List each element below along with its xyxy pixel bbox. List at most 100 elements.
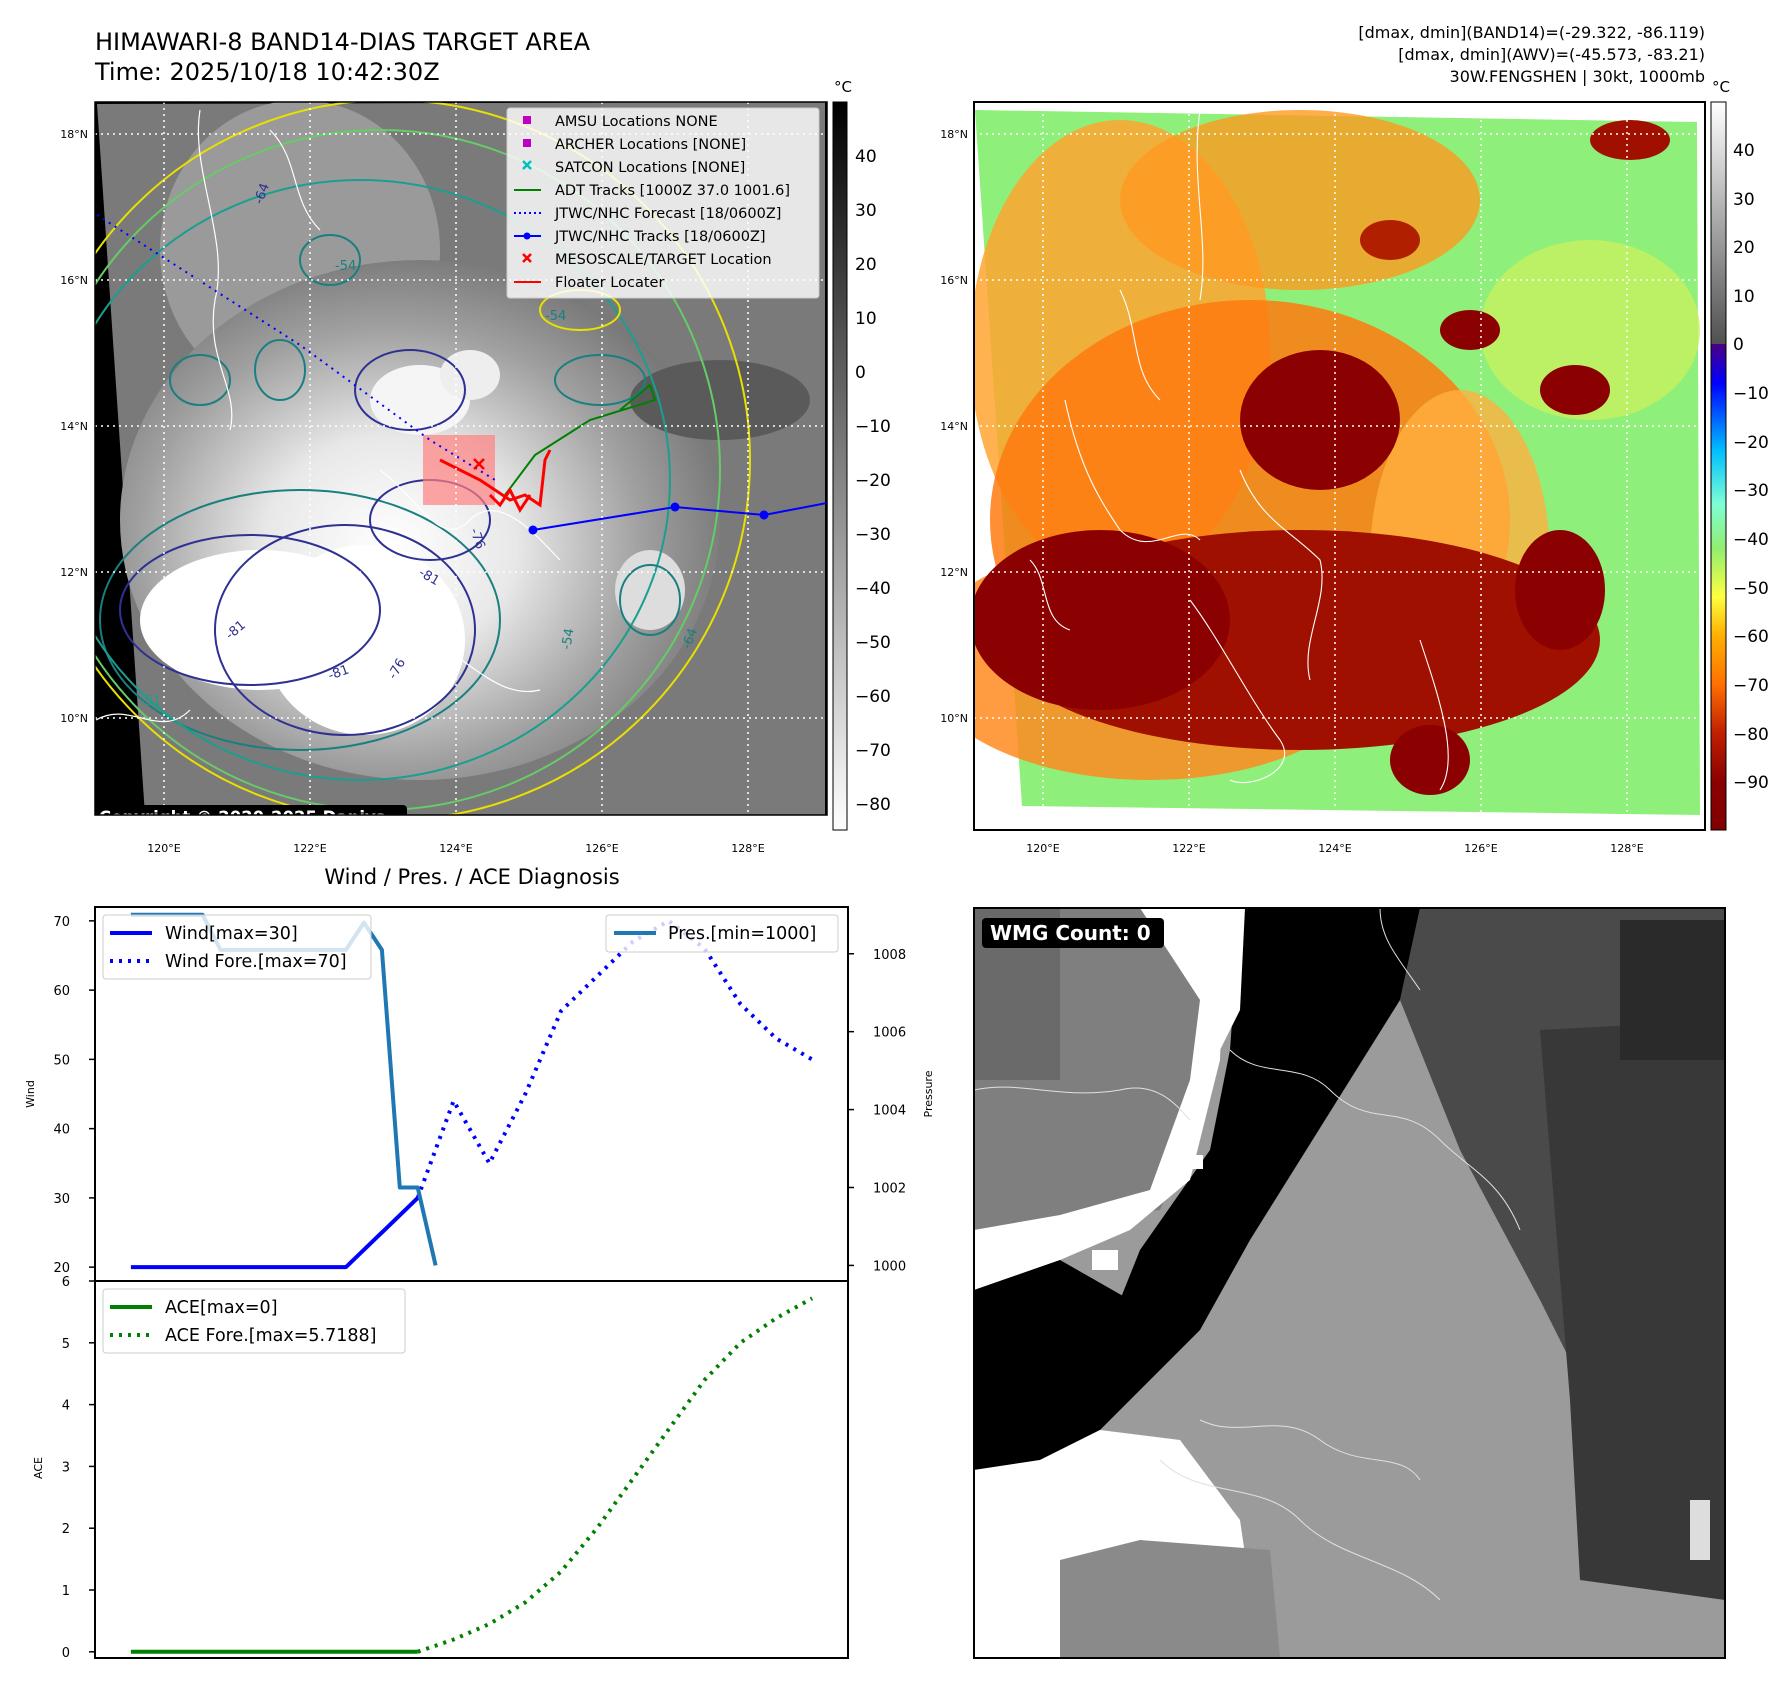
gray-tick: 10: [855, 309, 877, 329]
legend-ace-forecast: ACE Fore.[max=5.7188]: [165, 1326, 376, 1346]
lon-label: 126°E: [1464, 842, 1497, 855]
lat-label: 10°N: [60, 712, 88, 725]
figure-time: Time: 2025/10/18 10:42:30Z: [94, 58, 440, 86]
gray-tick: −10: [855, 417, 891, 437]
lat-label: 16°N: [940, 274, 968, 287]
stats-line-1: [dmax, dmin](BAND14)=(-29.322, -86.119): [1358, 23, 1705, 42]
lon-label: 122°E: [293, 842, 326, 855]
wind-legend: Wind[max=30] Wind Fore.[max=70]: [102, 914, 372, 980]
wmg-map-panel: WMG Count: 0: [973, 907, 1726, 1659]
legend-pressure: Pres.[min=1000]: [668, 924, 816, 944]
legend-adt: ADT Tracks [1000Z 37.0 1001.6]: [555, 183, 790, 199]
ace-tick-label: 3: [62, 1460, 70, 1475]
wmg-count: WMG Count: 0: [990, 921, 1151, 945]
gray-tick: 0: [855, 363, 866, 383]
pressure-tick-label: 1002: [873, 1182, 906, 1197]
stats-line-3: 30W.FENGSHEN | 30kt, 1000mb: [1450, 67, 1705, 86]
color-tick: 10: [1733, 287, 1755, 307]
contour-label: -76: [466, 526, 487, 551]
chart-title: Wind / Pres. / ACE Diagnosis: [324, 865, 619, 889]
lon-label: 122°E: [1172, 842, 1205, 855]
contour-label: -64: [680, 626, 701, 651]
wind-tick-label: 70: [53, 915, 70, 930]
legend-floater: Floater Locater: [555, 275, 664, 291]
copyright: Copyright © 2020-2025 Dapiya: [99, 808, 387, 827]
gray-tick: −60: [855, 687, 891, 707]
color-tick: 20: [1733, 238, 1755, 258]
wind-tick-label: 20: [53, 1261, 70, 1276]
series-line-wind: [130, 1196, 420, 1270]
color-tick: −40: [1733, 530, 1769, 550]
lat-label: 10°N: [940, 712, 968, 725]
ace-chart: 0 1 2 3 4 5 6 ACE ACE[max=0] ACE Fore.[max=5.7…: [32, 1275, 849, 1661]
ace-tick-label: 5: [62, 1337, 70, 1352]
wind-tick-label: 30: [53, 1192, 70, 1207]
stats-line-2: [dmax, dmin](AWV)=(-45.573, -83.21): [1398, 45, 1705, 64]
gray-colorbar: °C 40 30 20 10 0 −10 −20 −30 −40 −50 −60…: [832, 78, 891, 831]
color-tick: −30: [1733, 481, 1769, 501]
figure-title: HIMAWARI-8 BAND14-DIAS TARGET AREA: [95, 28, 591, 56]
gray-tick: 40: [855, 147, 877, 167]
contour-label: -31: [140, 694, 161, 709]
wind-tick-label: 50: [53, 1053, 70, 1068]
colorbar-unit: °C: [834, 78, 852, 96]
lat-label: 12°N: [940, 566, 968, 579]
lon-label: 124°E: [1318, 842, 1351, 855]
wind-pressure-chart: Wind / Pres. / ACE Diagnosis 20 30 40 50 60 7…: [24, 865, 935, 1282]
ace-legend: ACE[max=0] ACE Fore.[max=5.7188]: [102, 1288, 406, 1354]
ace-tick-label: 6: [62, 1275, 70, 1290]
ace-tick-label: 0: [62, 1646, 70, 1661]
legend-amsu: AMSU Locations NONE: [555, 114, 718, 130]
color-tick: −70: [1733, 676, 1769, 696]
legend-satcon: SATCON Locations [NONE]: [555, 160, 745, 176]
legend-archer: ARCHER Locations [NONE]: [555, 137, 746, 153]
gray-tick: 20: [855, 255, 877, 275]
lat-label: 12°N: [60, 566, 88, 579]
wind-tick-label: 60: [53, 984, 70, 999]
color-colorbar: °C 40 30 20 10 0 −10 −20 −30 −40 −50 −60…: [1710, 78, 1769, 831]
pressure-tick-label: 1006: [873, 1026, 906, 1041]
contour-label: -81: [326, 662, 351, 683]
ace-tick-label: 2: [62, 1522, 70, 1537]
contour-label: -54: [545, 309, 566, 324]
wind-axis-label: Wind: [24, 1080, 37, 1108]
legend-wind: Wind[max=30]: [165, 924, 298, 944]
color-tick: 30: [1733, 190, 1755, 210]
lon-label: 120°E: [1026, 842, 1059, 855]
color-tick: −20: [1733, 433, 1769, 453]
gray-tick: 30: [855, 201, 877, 221]
pressure-axis-label: Pressure: [922, 1070, 935, 1117]
legend-wind-forecast: Wind Fore.[max=70]: [165, 952, 347, 972]
ace-axis-label: ACE: [32, 1457, 45, 1479]
color-tick: −90: [1733, 773, 1769, 793]
colorbar-unit: °C: [1712, 78, 1730, 96]
map-legend: AMSU Locations NONE ARCHER Locations [NO…: [506, 107, 820, 299]
ace-tick-label: 4: [62, 1399, 70, 1414]
lat-label: 14°N: [60, 420, 88, 433]
legend-target: MESOSCALE/TARGET Location: [555, 252, 772, 268]
pressure-legend: Pres.[min=1000]: [605, 914, 839, 953]
lat-label: 18°N: [60, 128, 88, 141]
contour-label: -54: [335, 259, 356, 274]
contour-label: -54: [559, 627, 577, 651]
legend-jtwc-forecast: JTWC/NHC Forecast [18/0600Z]: [554, 206, 781, 222]
color-tick: −60: [1733, 627, 1769, 647]
gray-tick: −80: [855, 795, 891, 815]
lon-label: 120°E: [147, 842, 180, 855]
lon-label: 128°E: [1610, 842, 1643, 855]
legend-ace: ACE[max=0]: [165, 1298, 278, 1318]
color-tick: 40: [1733, 141, 1755, 161]
pressure-tick-label: 1004: [873, 1104, 906, 1119]
series-line-ace-fore: [417, 1296, 814, 1654]
contour-label: -64: [252, 181, 273, 206]
gray-tick: −50: [855, 633, 891, 653]
ir-map-panel: -64 -54 -54 -76 -81 -81 -81 -76 -31 -54 …: [60, 78, 891, 855]
pressure-tick-label: 1000: [873, 1259, 906, 1274]
color-tick: 0: [1733, 335, 1744, 355]
lon-label: 128°E: [731, 842, 764, 855]
ace-tick-label: 1: [62, 1584, 70, 1599]
gray-tick: −70: [855, 741, 891, 761]
lon-label: 126°E: [585, 842, 618, 855]
lat-label: 16°N: [60, 274, 88, 287]
